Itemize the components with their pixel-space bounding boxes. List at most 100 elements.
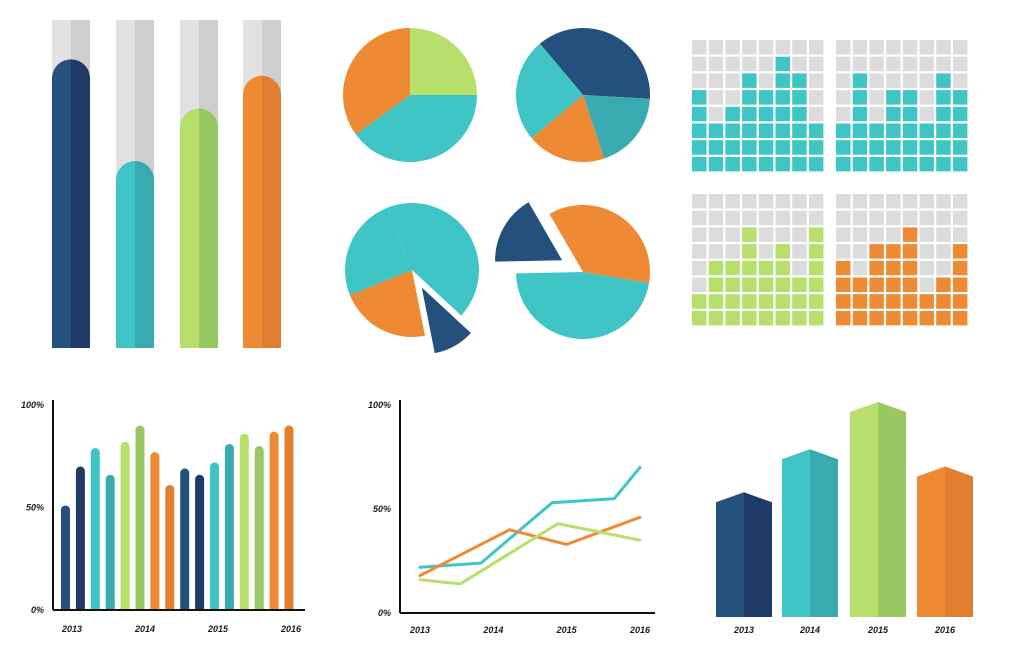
waffle-cell-filled: [902, 277, 918, 292]
waffle-cell-empty: [852, 227, 868, 242]
bar-base: [165, 604, 175, 609]
waffle-cell-filled: [758, 294, 774, 309]
waffle-cell-filled: [808, 227, 824, 242]
y-tick-label: 100%: [21, 400, 44, 410]
waffle-cell-filled: [775, 294, 790, 309]
bar-base: [180, 604, 190, 609]
waffle-cell-empty: [919, 194, 934, 209]
waffle-cell-filled: [936, 277, 951, 292]
waffle-cell-filled: [902, 123, 918, 138]
waffle-cell-empty: [869, 194, 884, 209]
pie-slice: [343, 28, 410, 135]
y-tick-label: 50%: [26, 503, 44, 513]
waffle-cell-empty: [852, 56, 868, 72]
x-tick-label: 2015: [207, 624, 229, 634]
waffle-cell-empty: [708, 227, 724, 242]
waffle-chart-teal-2: [836, 40, 968, 172]
waffle-cell-filled: [852, 123, 868, 138]
waffle-cell-filled: [708, 140, 724, 155]
waffle-cell-filled: [886, 244, 901, 259]
bar: [210, 462, 219, 609]
pie-slice: [531, 95, 605, 162]
waffle-cell-filled: [792, 123, 807, 138]
waffle-cell-empty: [708, 210, 724, 226]
waffle-cell-empty: [758, 244, 774, 259]
waffle-cell-filled: [775, 106, 790, 122]
waffle-cell-empty: [919, 210, 934, 226]
waffle-cell-empty: [692, 40, 707, 55]
capsule-bar-left: [180, 108, 199, 348]
waffle-cell-empty: [952, 56, 968, 72]
waffle-cell-empty: [808, 210, 824, 226]
pie-slice: [421, 287, 471, 354]
bar-base: [61, 604, 70, 609]
waffle-cell-filled: [775, 156, 790, 172]
pie-slice: [539, 27, 650, 99]
capsule-bar-right: [135, 161, 154, 348]
waffle-cell-empty: [886, 210, 901, 226]
waffle-cell-empty: [692, 56, 707, 72]
bar: [120, 441, 130, 609]
waffle-cell-filled: [936, 140, 951, 155]
waffle-cell-filled: [808, 140, 824, 155]
waffle-cell-filled: [952, 106, 968, 122]
waffle-cell-filled: [775, 140, 790, 155]
waffle-cell-empty: [808, 106, 824, 122]
waffle-cell-empty: [725, 73, 740, 88]
waffle-cell-empty: [919, 227, 934, 242]
bar: [239, 433, 249, 609]
waffle-cell-empty: [758, 56, 774, 72]
bar: [195, 474, 205, 609]
prism-bar-right: [878, 402, 906, 617]
x-tick-label: 2016: [629, 625, 651, 635]
waffle-cell-empty: [869, 227, 884, 242]
waffle-cell-filled: [725, 277, 740, 292]
y-tick-label: 0%: [378, 608, 391, 618]
waffle-cell-filled: [775, 123, 790, 138]
pie-chart-2: [516, 27, 650, 162]
waffle-cell-empty: [792, 210, 807, 226]
pie-slice: [516, 43, 583, 139]
bar-base: [284, 604, 294, 609]
waffle-cell-filled: [952, 260, 968, 276]
waffle-cell-filled: [952, 310, 968, 326]
waffle-cell-filled: [775, 310, 790, 326]
waffle-cell-filled: [792, 106, 807, 122]
waffle-cell-empty: [919, 40, 934, 55]
waffle-cell-filled: [708, 123, 724, 138]
pie-slice: [549, 205, 650, 284]
x-tick-label: 2013: [61, 624, 82, 634]
bar-base: [120, 604, 130, 609]
waffle-cell-filled: [758, 310, 774, 326]
waffle-cell-filled: [936, 310, 951, 326]
waffle-cell-filled: [692, 294, 707, 309]
waffle-cell-filled: [808, 244, 824, 259]
pie-slice: [349, 270, 426, 337]
waffle-cell-empty: [708, 194, 724, 209]
waffle-cell-empty: [758, 194, 774, 209]
waffle-cell-empty: [792, 227, 807, 242]
waffle-cell-empty: [869, 73, 884, 88]
waffle-cell-filled: [852, 310, 868, 326]
waffle-cell-filled: [808, 260, 824, 276]
prism-bar-left: [782, 449, 810, 617]
waffle-cell-empty: [708, 244, 724, 259]
waffle-cell-empty: [692, 227, 707, 242]
waffle-cell-filled: [742, 310, 757, 326]
waffle-cell-filled: [919, 310, 934, 326]
waffle-cell-filled: [902, 294, 918, 309]
bar-base: [195, 604, 205, 609]
waffle-cell-empty: [936, 227, 951, 242]
waffle-cell-filled: [952, 156, 968, 172]
bar-base: [254, 604, 264, 609]
waffle-cell-empty: [836, 194, 851, 209]
waffle-cell-empty: [852, 244, 868, 259]
waffle-cell-filled: [742, 106, 757, 122]
waffle-cell-empty: [792, 260, 807, 276]
waffle-cell-filled: [936, 123, 951, 138]
bar: [269, 431, 279, 609]
waffle-cell-filled: [936, 90, 951, 105]
waffle-cell-filled: [792, 294, 807, 309]
waffle-cell-filled: [808, 277, 824, 292]
series-line: [418, 465, 642, 569]
